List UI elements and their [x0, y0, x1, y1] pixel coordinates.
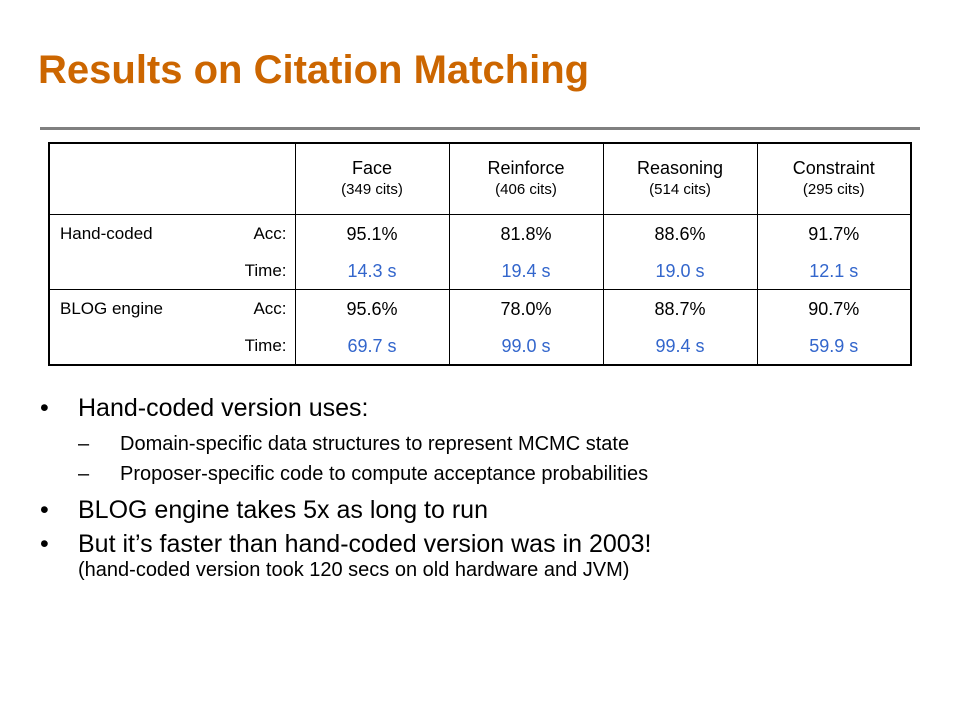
accuracy-cell: 95.6% [294, 289, 449, 328]
metric-label: Acc: [253, 299, 287, 318]
accuracy-cell: 78.0% [448, 289, 603, 328]
column-header-reinforce: Reinforce (406 cits) [448, 143, 603, 215]
column-citation-count: (514 cits) [649, 181, 711, 198]
accuracy-cell: 91.7% [756, 214, 911, 253]
accuracy-cell: 90.7% [756, 289, 911, 328]
column-citation-count: (406 cits) [495, 181, 557, 198]
time-cell: 12.1 s [756, 253, 911, 290]
bullet-marker: • [40, 530, 49, 558]
system-label: Hand-coded [60, 224, 153, 243]
accuracy-cell: 88.7% [602, 289, 757, 328]
system-label: BLOG engine [60, 299, 164, 318]
time-cell: 19.4 s [448, 253, 603, 290]
time-cell: 59.9 s [756, 328, 911, 365]
bullet-text: But it’s faster than hand-coded version … [78, 530, 652, 558]
bullet-note: (hand-coded version took 120 secs on old… [78, 559, 630, 581]
bullet-item: • BLOG engine takes 5x as long to run [40, 495, 920, 525]
bullet-list: • Hand-coded version uses: – Domain-spec… [40, 393, 920, 585]
bullet-item: • But it’s faster than hand-coded versio… [40, 529, 920, 581]
table-row-hand-coded-time: Time: 14.3 s 19.4 s 19.0 s 12.1 s [49, 253, 911, 290]
sub-bullet-item: – Domain-specific data structures to rep… [78, 429, 920, 459]
table-row-blog-engine-accuracy: BLOG engine Acc: 95.6% 78.0% 88.7% 90.7% [49, 289, 911, 328]
column-citation-count: (349 cits) [341, 181, 403, 198]
column-name: Constraint [792, 158, 875, 178]
row-header: Hand-coded Acc: [49, 214, 295, 253]
table-header-row: Face (349 cits) Reinforce (406 cits) Rea… [49, 143, 911, 215]
bullet-marker: • [40, 394, 49, 422]
accuracy-cell: 81.8% [448, 214, 603, 253]
time-cell: 14.3 s [294, 253, 449, 290]
column-header-reasoning: Reasoning (514 cits) [602, 143, 757, 215]
time-cell: 69.7 s [294, 328, 449, 365]
sub-bullet-item: – Proposer-specific code to compute acce… [78, 459, 920, 489]
row-header: Time: [49, 253, 295, 290]
column-citation-count: (295 cits) [802, 181, 865, 198]
time-cell: 99.4 s [602, 328, 757, 365]
accuracy-cell: 95.1% [294, 214, 449, 253]
row-header: Time: [49, 328, 295, 365]
metric-label: Time: [244, 336, 287, 355]
metric-label: Time: [244, 261, 287, 280]
table-corner-cell [49, 143, 295, 215]
accuracy-cell: 88.6% [602, 214, 757, 253]
column-header-constraint: Constraint (295 cits) [756, 143, 911, 215]
table-row-blog-engine-time: Time: 69.7 s 99.0 s 99.4 s 59.9 s [49, 328, 911, 365]
column-header-face: Face (349 cits) [294, 143, 449, 215]
row-header: BLOG engine Acc: [49, 289, 295, 328]
sub-bullet-list: – Domain-specific data structures to rep… [78, 429, 920, 489]
column-name: Reinforce [487, 158, 565, 178]
time-cell: 19.0 s [602, 253, 757, 290]
time-cell: 99.0 s [448, 328, 603, 365]
dash-marker: – [78, 463, 90, 485]
results-table: Face (349 cits) Reinforce (406 cits) Rea… [48, 142, 912, 366]
metric-label: Acc: [253, 224, 287, 243]
column-name: Reasoning [636, 158, 724, 178]
bullet-item: • Hand-coded version uses: – Domain-spec… [40, 393, 920, 489]
slide-title: Results on Citation Matching [38, 48, 590, 92]
bullet-marker: • [40, 496, 49, 524]
dash-marker: – [78, 433, 90, 455]
sub-bullet-text: Proposer-specific code to compute accept… [120, 463, 649, 485]
sub-bullet-text: Domain-specific data structures to repre… [120, 433, 630, 455]
title-divider [40, 127, 920, 130]
table-row-hand-coded-accuracy: Hand-coded Acc: 95.1% 81.8% 88.6% 91.7% [49, 214, 911, 253]
column-name: Face [351, 158, 393, 178]
bullet-text: BLOG engine takes 5x as long to run [78, 496, 488, 524]
bullet-text: Hand-coded version uses: [78, 394, 369, 422]
